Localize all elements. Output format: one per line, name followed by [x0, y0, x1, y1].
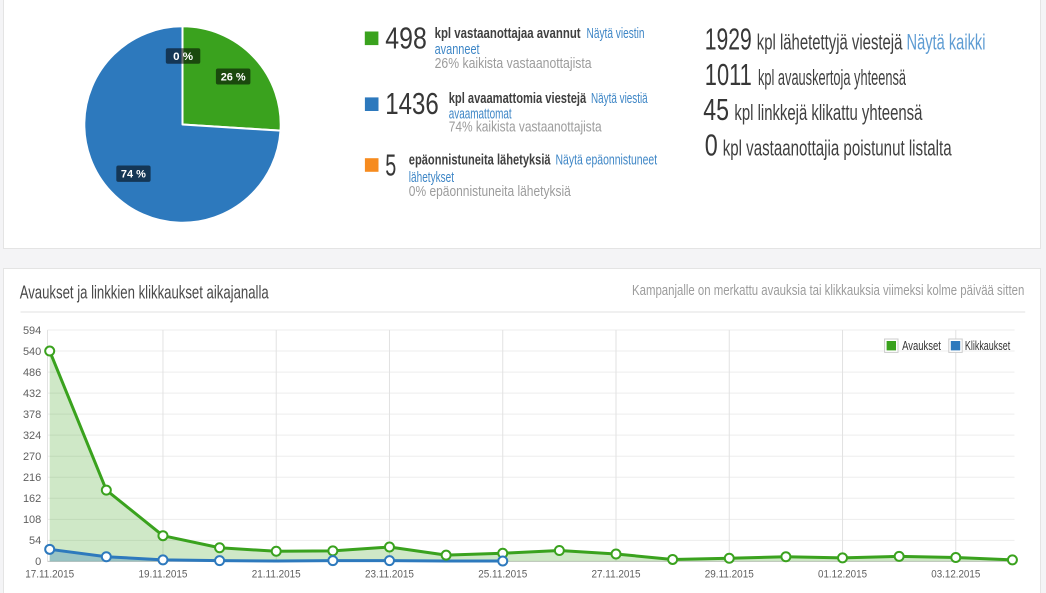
svg-text:324: 324 [23, 430, 41, 442]
svg-text:26 %: 26 % [221, 72, 246, 84]
svg-text:486: 486 [23, 367, 41, 379]
svg-text:01.12.2015: 01.12.2015 [818, 569, 867, 581]
svg-text:29.11.2015: 29.11.2015 [705, 569, 754, 581]
svg-text:03.12.2015: 03.12.2015 [931, 569, 980, 581]
svg-text:1436: 1436 [385, 86, 439, 121]
svg-text:Kampanjalle on merkattu avauks: Kampanjalle on merkattu avauksia tai kli… [632, 282, 1024, 299]
svg-text:Klikkaukset: Klikkaukset [965, 339, 1011, 353]
svg-text:kpl vastaanottajia poistunut l: kpl vastaanottajia poistunut listalta [723, 136, 952, 161]
svg-text:17.11.2015: 17.11.2015 [25, 569, 74, 581]
svg-text:21.11.2015: 21.11.2015 [252, 569, 301, 581]
svg-text:Näytä viestin: Näytä viestin [587, 26, 645, 42]
svg-text:0 %: 0 % [173, 51, 193, 63]
svg-text:378: 378 [23, 409, 41, 421]
svg-text:kpl lähetettyjä viestejä: kpl lähetettyjä viestejä [757, 30, 903, 55]
svg-text:lähetykset: lähetykset [409, 170, 454, 186]
svg-text:1929: 1929 [705, 23, 752, 57]
svg-text:Näytä kaikki: Näytä kaikki [907, 30, 986, 55]
svg-text:1011: 1011 [705, 58, 752, 92]
svg-text:594: 594 [23, 325, 41, 337]
svg-text:Näytä viestiä: Näytä viestiä [591, 91, 648, 107]
svg-text:25.11.2015: 25.11.2015 [478, 569, 527, 581]
svg-text:Näytä epäonnistuneet: Näytä epäonnistuneet [556, 153, 658, 169]
svg-text:5: 5 [385, 148, 396, 183]
svg-text:23.11.2015: 23.11.2015 [365, 569, 414, 581]
svg-text:avanneet: avanneet [435, 42, 480, 58]
svg-text:74 %: 74 % [121, 169, 146, 181]
svg-text:avaamattomat: avaamattomat [449, 106, 512, 122]
svg-text:0% epäonnistuneita lähetyksiä: 0% epäonnistuneita lähetyksiä [409, 184, 572, 200]
svg-text:54: 54 [29, 535, 41, 547]
svg-text:27.11.2015: 27.11.2015 [592, 569, 641, 581]
svg-text:498: 498 [385, 21, 427, 56]
svg-text:45: 45 [703, 93, 729, 127]
svg-text:162: 162 [23, 493, 41, 505]
svg-text:kpl vastaanottajaa avannut: kpl vastaanottajaa avannut [435, 26, 581, 42]
svg-text:74% kaikista vastaanottajista: 74% kaikista vastaanottajista [449, 120, 603, 136]
svg-text:0: 0 [705, 129, 718, 163]
svg-text:kpl avaamattomia viestejä: kpl avaamattomia viestejä [449, 91, 587, 107]
svg-text:19.11.2015: 19.11.2015 [138, 569, 187, 581]
svg-text:kpl linkkejä klikattu yhteensä: kpl linkkejä klikattu yhteensä [734, 100, 923, 125]
svg-text:Avaukset ja linkkien klikkauks: Avaukset ja linkkien klikkaukset aikajan… [20, 281, 270, 302]
svg-text:0: 0 [35, 556, 41, 568]
svg-text:108: 108 [23, 514, 41, 526]
svg-text:Avaukset: Avaukset [902, 339, 941, 353]
svg-text:epäonnistuneita lähetyksiä: epäonnistuneita lähetyksiä [409, 153, 552, 169]
svg-text:432: 432 [23, 388, 41, 400]
svg-text:270: 270 [23, 451, 41, 463]
svg-text:540: 540 [23, 346, 41, 358]
svg-text:kpl avauskertoja yhteensä: kpl avauskertoja yhteensä [758, 65, 906, 90]
svg-text:26% kaikista vastaanottajista: 26% kaikista vastaanottajista [435, 56, 593, 72]
svg-text:216: 216 [23, 472, 41, 484]
